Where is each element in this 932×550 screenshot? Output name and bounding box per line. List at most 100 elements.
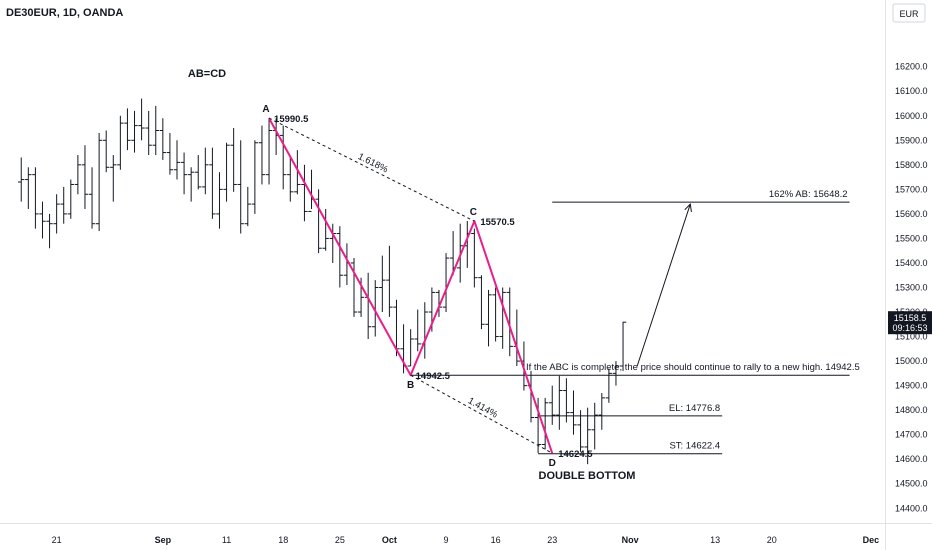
ohlc-bar xyxy=(60,186,67,224)
y-tick-label: 15600.0 xyxy=(895,209,928,219)
ohlc-bar xyxy=(577,410,584,452)
ohlc-bar xyxy=(25,167,32,209)
ohlc-bar xyxy=(209,147,216,219)
projection-arrow-line xyxy=(636,203,691,367)
x-tick-label: Nov xyxy=(622,535,639,545)
ohlc-bar xyxy=(159,118,167,160)
ohlc-bar xyxy=(280,125,287,190)
ohlc-bar xyxy=(173,140,181,180)
ohlc-bar xyxy=(138,98,145,141)
ohlc-bar xyxy=(103,130,110,173)
y-tick-label: 15400.0 xyxy=(895,258,928,268)
time-axis[interactable]: 21 Sep 11 18 25 Oct 9 16 23 Nov 13 20 Dec xyxy=(52,535,879,545)
ohlc-bar xyxy=(46,213,53,249)
ohlc-bar xyxy=(301,164,308,222)
projection-arrow-head xyxy=(684,203,692,213)
horizontal-levels[interactable]: 162% AB: 15648.2 If the ABC is complete, … xyxy=(410,189,860,455)
ohlc-bar xyxy=(152,105,159,156)
y-tick-label: 14700.0 xyxy=(895,430,928,440)
ohlc-bar xyxy=(414,309,421,352)
ohlc-bar xyxy=(350,258,358,317)
x-tick-label: 11 xyxy=(222,535,231,545)
ohlc-bar xyxy=(336,226,344,288)
ratio-line-bd xyxy=(410,374,553,454)
ohlc-bar xyxy=(244,186,251,227)
y-tick-label: 16000.0 xyxy=(895,111,928,121)
ohlc-bar xyxy=(265,118,273,185)
abcd-zigzag xyxy=(268,117,554,454)
ohlc-bar xyxy=(591,402,598,450)
y-tick-label: 14500.0 xyxy=(895,479,928,489)
ohlc-bar xyxy=(492,287,499,342)
symbol-title: DE30EUR, 1D, OANDA xyxy=(6,7,123,19)
y-tick-label: 15500.0 xyxy=(895,233,928,243)
point-a-label: A xyxy=(262,104,269,115)
ohlc-bar xyxy=(53,194,60,234)
y-tick-label: 15700.0 xyxy=(895,184,928,194)
ohlc-bar xyxy=(287,157,294,202)
ohlc-bar xyxy=(95,132,103,232)
point-c-label: C xyxy=(470,207,477,218)
ohlc-bar xyxy=(124,108,131,151)
ohlc-bar xyxy=(598,392,605,430)
ohlc-bar xyxy=(195,155,202,190)
ohlc-bar xyxy=(442,253,450,313)
x-tick-label: 16 xyxy=(491,535,501,545)
y-tick-label: 15900.0 xyxy=(895,135,928,145)
ohlc-bar xyxy=(619,321,627,371)
ohlc-bar xyxy=(32,167,39,229)
ohlc-bar xyxy=(506,287,513,357)
price-axis[interactable]: 14400.0 14500.0 14600.0 14700.0 14800.0 14900… xyxy=(895,62,928,514)
ohlc-bar xyxy=(294,150,301,195)
y-tick-label: 16200.0 xyxy=(895,62,928,72)
ohlc-bar xyxy=(534,397,542,454)
x-tick-label: 25 xyxy=(335,535,345,545)
x-tick-label: 21 xyxy=(52,535,62,545)
x-tick-label: Oct xyxy=(382,535,397,545)
ohlc-bar xyxy=(67,179,74,219)
ohlc-bar xyxy=(202,147,209,195)
y-tick-label: 14400.0 xyxy=(895,503,928,513)
x-tick-label: 23 xyxy=(547,535,557,545)
ohlc-bar xyxy=(180,152,188,195)
y-tick-label: 15000.0 xyxy=(895,356,928,366)
ohlc-bar xyxy=(407,329,414,367)
currency-label: EUR xyxy=(899,9,919,19)
point-b-price: 14942.5 xyxy=(416,371,451,382)
y-tick-label: 15300.0 xyxy=(895,282,928,292)
abcd-pattern[interactable]: 1.618%1.414%A15990.5B14942.5C15570.5D146… xyxy=(262,104,692,469)
ohlc-bar xyxy=(230,128,237,192)
x-tick-label: 9 xyxy=(444,535,449,545)
x-tick-label: 13 xyxy=(710,535,720,545)
ohlc-bar xyxy=(88,167,96,229)
ohlc-bar xyxy=(478,275,485,330)
point-d-price: 14624.5 xyxy=(558,449,593,460)
ohlc-bar xyxy=(237,140,244,234)
x-tick-label: Dec xyxy=(863,535,880,545)
ohlc-bar xyxy=(499,287,506,349)
ohlc-bar xyxy=(216,172,223,229)
double-bottom-label: DOUBLE BOTTOM xyxy=(539,470,636,482)
ohlc-bar xyxy=(74,155,82,195)
ohlc-bar xyxy=(166,132,174,175)
ohlc-bar xyxy=(117,115,124,170)
ratio-line-ac xyxy=(268,117,475,222)
ohlc-bar xyxy=(386,245,393,317)
ohlc-bar xyxy=(549,385,556,425)
ohlc-bar xyxy=(131,110,138,153)
ohlc-bar xyxy=(584,407,591,465)
ohlc-bars xyxy=(18,98,627,465)
ohlc-bar xyxy=(372,280,379,337)
last-price-value: 15158.5 xyxy=(894,313,927,323)
currency-button[interactable]: EUR xyxy=(892,3,926,23)
y-tick-label: 14600.0 xyxy=(895,454,928,464)
y-tick-label: 15100.0 xyxy=(895,332,928,342)
x-tick-label: 18 xyxy=(278,535,288,545)
pattern-title: AB=CD xyxy=(188,68,226,80)
entry-level-label: EL: 14776.8 xyxy=(669,403,720,414)
target-162-label: 162% AB: 15648.2 xyxy=(769,189,848,200)
ohlc-bar xyxy=(605,368,613,403)
ohlc-bar xyxy=(110,155,117,202)
point-a-price: 15990.5 xyxy=(274,114,309,125)
